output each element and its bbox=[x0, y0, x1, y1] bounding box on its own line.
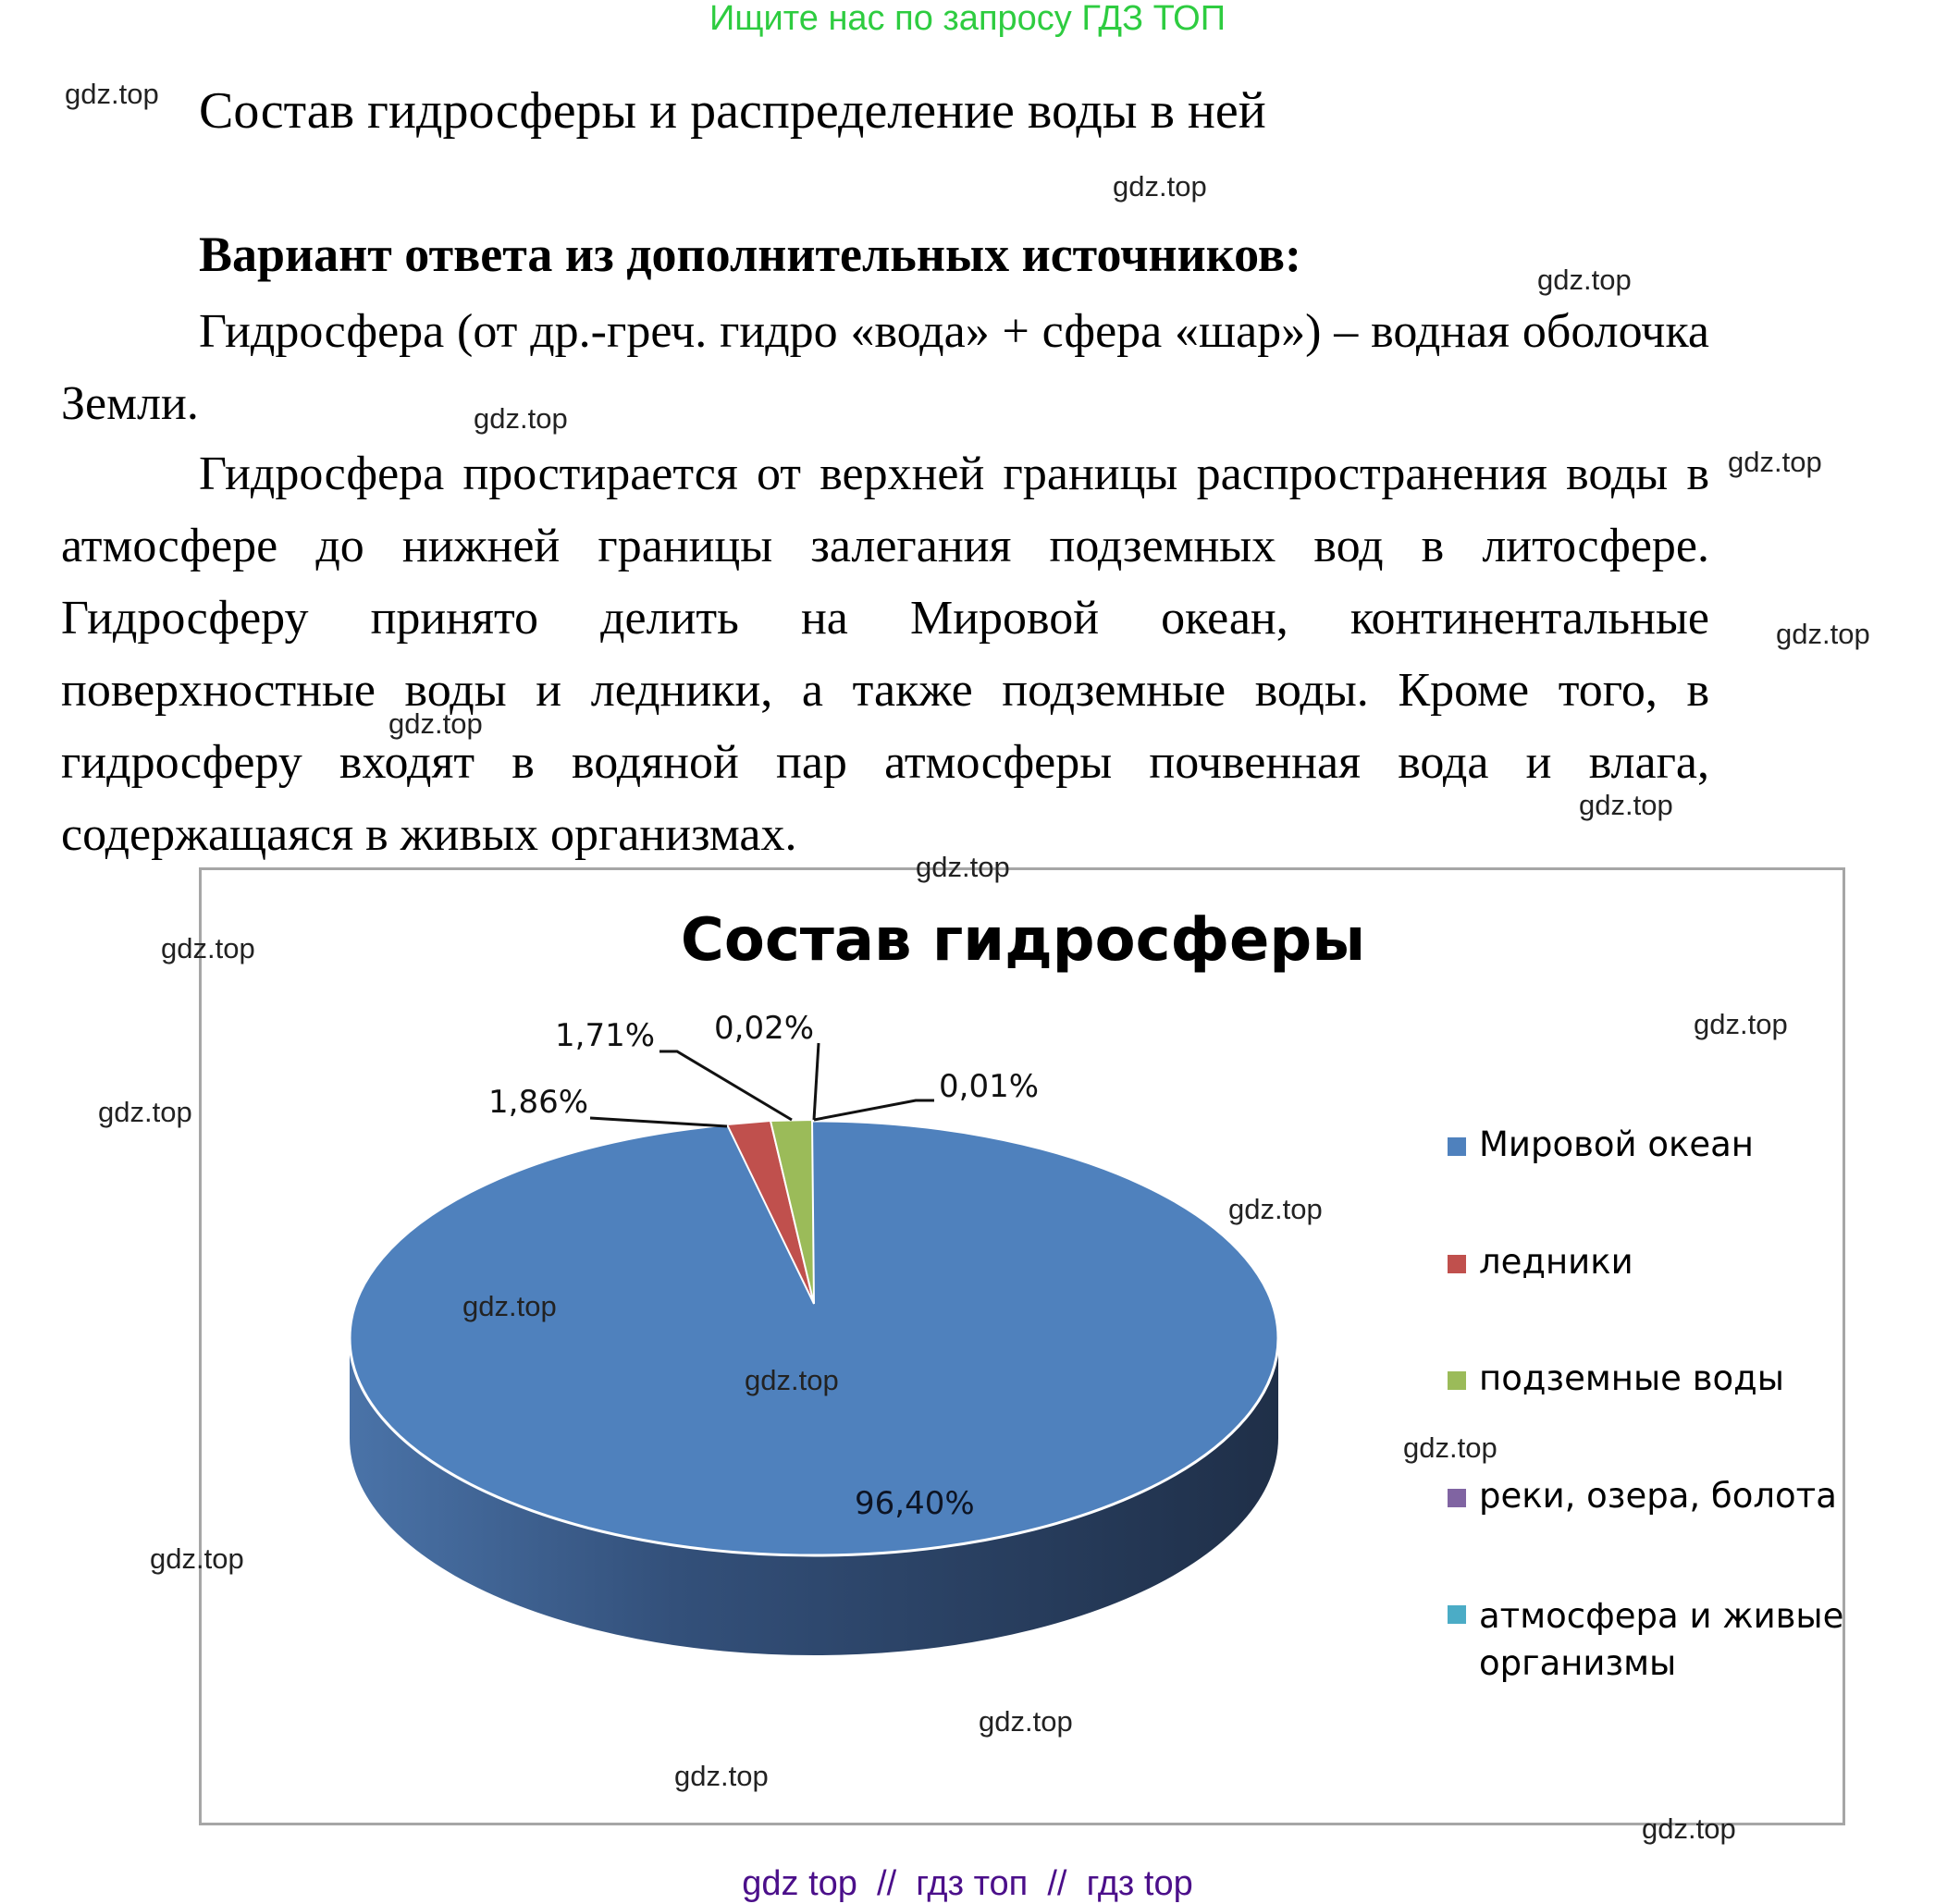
watermark: gdz.top bbox=[1403, 1431, 1497, 1464]
paragraph-text: Гидросфера простирается от верхней грани… bbox=[61, 448, 1709, 861]
watermark: gdz.top bbox=[462, 1290, 557, 1322]
watermark: gdz.top bbox=[1228, 1193, 1323, 1225]
leader-line bbox=[812, 1042, 820, 1121]
search-banner: Ищите нас по запросу ГДЗ ТОП bbox=[709, 0, 1226, 38]
watermark: gdz.top bbox=[98, 1096, 192, 1128]
legend-label: ледники bbox=[1479, 1242, 1633, 1282]
watermark: gdz.top bbox=[388, 707, 483, 740]
legend-swatch-icon bbox=[1448, 1605, 1466, 1624]
data-label-groundwater: 1,71% bbox=[555, 1017, 656, 1054]
watermark: gdz.top bbox=[474, 402, 568, 435]
leader-line bbox=[659, 1050, 793, 1122]
watermark: gdz.top bbox=[1113, 170, 1207, 203]
legend-label-line2: организмы bbox=[1479, 1643, 1677, 1683]
legend-label: Мировой океан bbox=[1479, 1124, 1754, 1164]
legend-swatch-icon bbox=[1448, 1489, 1466, 1507]
watermark: gdz.top bbox=[1728, 446, 1822, 478]
legend-label: атмосфера и живые организмы bbox=[1479, 1592, 1843, 1687]
legend-swatch-icon bbox=[1448, 1371, 1466, 1390]
leader-line bbox=[813, 1099, 934, 1122]
watermark: gdz.top bbox=[1579, 789, 1673, 821]
footer-links: gdz top // гдз топ // гдз top bbox=[742, 1864, 1193, 1903]
paragraph-composition: Гидросфера простирается от верхней грани… bbox=[61, 438, 1709, 871]
watermark: gdz.top bbox=[1537, 264, 1632, 296]
slice-ocean[interactable] bbox=[348, 1119, 1280, 1557]
chart-area bbox=[199, 867, 1845, 1825]
watermark: gdz.top bbox=[161, 932, 255, 964]
legend-item-rivers: реки, озера, болота bbox=[1448, 1476, 1837, 1516]
legend-item-groundwater: подземные воды bbox=[1448, 1358, 1784, 1398]
paragraph-text: Гидросфера (от др.-греч. гидро «вода» + … bbox=[61, 305, 1709, 430]
legend-label: подземные воды bbox=[1479, 1358, 1784, 1398]
chart-title: Состав гидросферы bbox=[680, 906, 1366, 975]
page-title: Состав гидросферы и распределение воды в… bbox=[199, 82, 1266, 140]
watermark: gdz.top bbox=[1694, 1008, 1788, 1040]
watermark: gdz.top bbox=[1776, 618, 1870, 650]
legend-item-atmosphere: атмосфера и живые организмы bbox=[1448, 1592, 1843, 1687]
legend-item-glaciers: ледники bbox=[1448, 1242, 1633, 1282]
watermark: gdz.top bbox=[745, 1364, 839, 1396]
watermark: gdz.top bbox=[979, 1705, 1073, 1738]
section-subheading: Вариант ответа из дополнительных источни… bbox=[199, 227, 1301, 282]
data-label-rivers: 0,02% bbox=[714, 1010, 815, 1047]
data-label-atmosphere: 0,01% bbox=[939, 1068, 1040, 1105]
legend-label-line1: атмосфера и живые bbox=[1479, 1596, 1844, 1636]
legend-item-ocean: Мировой океан bbox=[1448, 1124, 1754, 1164]
legend-swatch-icon bbox=[1448, 1255, 1466, 1273]
paragraph-definition: Гидросфера (от др.-греч. гидро «вода» + … bbox=[61, 296, 1709, 440]
watermark: gdz.top bbox=[1642, 1812, 1736, 1845]
watermark: gdz.top bbox=[674, 1760, 769, 1792]
watermark: gdz.top bbox=[65, 78, 159, 110]
leader-line bbox=[589, 1116, 728, 1128]
watermark: gdz.top bbox=[150, 1542, 244, 1575]
data-label-ocean: 96,40% bbox=[855, 1485, 975, 1522]
legend-label: реки, озера, болота bbox=[1479, 1476, 1837, 1516]
data-label-glaciers: 1,86% bbox=[488, 1084, 589, 1121]
watermark: gdz.top bbox=[916, 851, 1010, 883]
legend-swatch-icon bbox=[1448, 1137, 1466, 1156]
